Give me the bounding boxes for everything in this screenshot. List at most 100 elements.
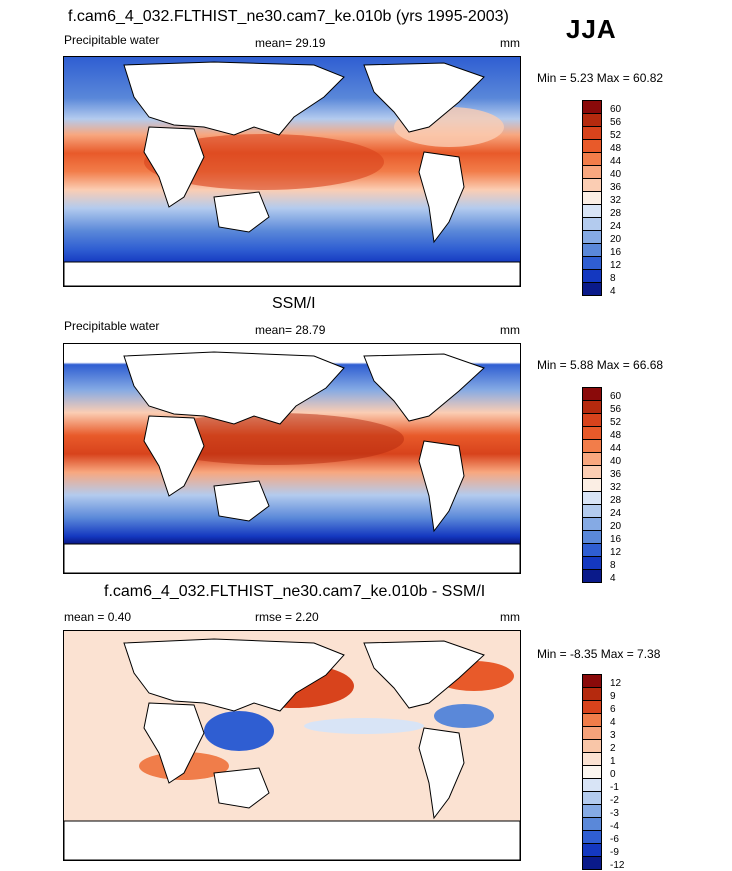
colorbar-swatch: [583, 701, 601, 714]
colorbar-tick-label: 48: [610, 143, 622, 154]
colorbar-swatch: [583, 231, 601, 244]
colorbar-swatch: [583, 557, 601, 570]
panel-2-map: [63, 343, 521, 574]
colorbar-tick-label: 4: [610, 286, 616, 297]
season-label: JJA: [566, 14, 617, 44]
colorbar-swatch: [583, 753, 601, 766]
colorbar-swatch: [583, 388, 601, 401]
colorbar-tick-label: 60: [610, 104, 622, 115]
colorbar-swatch: [583, 114, 601, 127]
colorbar-tick-label: 48: [610, 430, 622, 441]
colorbar-swatch: [583, 218, 601, 231]
colorbar-swatch: [583, 844, 601, 857]
colorbar-swatch: [583, 101, 601, 114]
colorbar-swatch: [583, 831, 601, 844]
colorbar-tick-label: 6: [610, 704, 616, 715]
colorbar-swatch: [583, 479, 601, 492]
colorbar-tick-label: 60: [610, 391, 622, 402]
colorbar-tick-label: 44: [610, 443, 622, 454]
colorbar-tick-label: 24: [610, 221, 622, 232]
panel-1-minmax-label: Min = 5.23 Max = 60.82: [537, 71, 664, 85]
panel-2-variable-label: Precipitable water: [64, 319, 160, 333]
colorbar-tick-label: 36: [610, 182, 622, 193]
panel-1-south-america: [418, 151, 465, 244]
panel-1-variable-label: Precipitable water: [64, 33, 160, 47]
panel-2-south-america: [418, 440, 465, 533]
panel-1-africa: [143, 126, 205, 208]
colorbar-swatch: [583, 257, 601, 270]
colorbar-swatch: [583, 766, 601, 779]
panel-1-mean-label: mean= 29.19: [255, 36, 326, 50]
colorbar-swatch: [583, 466, 601, 479]
panel-2-continents: [63, 351, 521, 574]
panel-2-units-label: mm: [500, 323, 520, 337]
colorbar-tick-label: 52: [610, 417, 622, 428]
panel-1-colorbar: [582, 100, 602, 296]
colorbar-swatch: [583, 518, 601, 531]
colorbar-swatch: [583, 205, 601, 218]
colorbar-swatch: [583, 805, 601, 818]
panel-3-continents: [63, 638, 521, 861]
colorbar-swatch: [583, 414, 601, 427]
colorbar-swatch: [583, 675, 601, 688]
panel-3-antarctica: [63, 820, 521, 861]
colorbar-tick-label: 16: [610, 534, 622, 545]
panel-3-title: f.cam6_4_032.FLTHIST_ne30.cam7_ke.010b -…: [104, 583, 486, 600]
panel-2-minmax-label: Min = 5.88 Max = 66.68: [537, 358, 664, 372]
colorbar-tick-label: 8: [610, 560, 616, 571]
panel-2-antarctica: [63, 543, 521, 574]
colorbar-swatch: [583, 244, 601, 257]
colorbar-swatch: [583, 140, 601, 153]
colorbar-tick-label: 28: [610, 208, 622, 219]
panel-3-australia: [213, 767, 270, 809]
panel-3-africa: [143, 702, 205, 784]
panel-2-mean-label: mean= 28.79: [255, 323, 326, 337]
colorbar-swatch: [583, 127, 601, 140]
panel-2-north-america: [363, 353, 485, 422]
colorbar-tick-label: 8: [610, 273, 616, 284]
colorbar-tick-label: 56: [610, 404, 622, 415]
panel-3-eurasia: [123, 638, 345, 712]
panel-3-minmax-label: Min = -8.35 Max = 7.38: [537, 647, 661, 661]
colorbar-tick-label: 3: [610, 730, 616, 741]
panel-3-units-label: mm: [500, 610, 520, 624]
panel-2-africa: [143, 415, 205, 497]
panel-1-map: [63, 56, 521, 287]
colorbar-tick-label: 12: [610, 260, 622, 271]
colorbar-swatch: [583, 792, 601, 805]
colorbar-swatch: [583, 779, 601, 792]
colorbar-swatch: [583, 440, 601, 453]
colorbar-tick-label: 1: [610, 756, 616, 767]
colorbar-tick-label: -12: [610, 860, 625, 871]
colorbar-swatch: [583, 401, 601, 414]
colorbar-tick-label: 32: [610, 482, 622, 493]
colorbar-swatch: [583, 688, 601, 701]
colorbar-tick-label: 2: [610, 743, 616, 754]
colorbar-tick-label: 12: [610, 678, 622, 689]
colorbar-tick-label: 36: [610, 469, 622, 480]
panel-1-antarctica: [63, 261, 521, 287]
colorbar-tick-label: 28: [610, 495, 622, 506]
panel-3-epac-negative: [304, 718, 424, 734]
panel-1-australia: [213, 191, 270, 233]
colorbar-swatch: [583, 492, 601, 505]
colorbar-tick-label: 24: [610, 508, 622, 519]
colorbar-tick-label: -3: [610, 808, 619, 819]
panel-3-mean-label: mean = 0.40: [64, 610, 132, 624]
colorbar-swatch: [583, 714, 601, 727]
panel-3-north-america: [363, 640, 485, 709]
colorbar-swatch: [583, 505, 601, 518]
colorbar-tick-label: 16: [610, 247, 622, 258]
colorbar-tick-label: 52: [610, 130, 622, 141]
panel-2-australia: [213, 480, 270, 522]
panel-2-eurasia: [123, 351, 345, 425]
colorbar-tick-label: -1: [610, 782, 619, 793]
colorbar-swatch: [583, 153, 601, 166]
colorbar-swatch: [583, 192, 601, 205]
colorbar-swatch: [583, 283, 601, 295]
panel-3-rmse-label: rmse = 2.20: [255, 610, 319, 624]
panel-3-colorbar: [582, 674, 602, 870]
colorbar-swatch: [583, 166, 601, 179]
colorbar-tick-label: -6: [610, 834, 619, 845]
panel-1-units-label: mm: [500, 36, 520, 50]
